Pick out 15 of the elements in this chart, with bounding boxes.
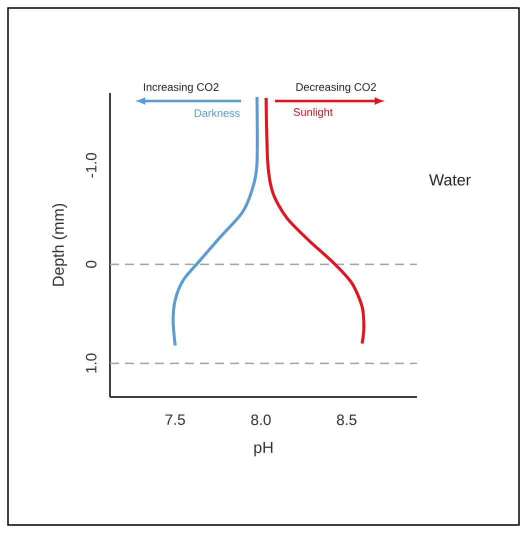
line-series (172, 95, 259, 348)
line-series (264, 96, 366, 346)
series-label: Darkness (194, 108, 240, 118)
x-tick-label: 8.5 (336, 414, 356, 426)
text: Water (429, 174, 471, 186)
x-tick-label: 7.5 (166, 414, 185, 425)
text: Sunlight (294, 108, 333, 118)
annotation: Decreasing CO2 (296, 82, 376, 94)
x-axis-title: pH (254, 442, 272, 456)
x-tick-label: 8.0 (251, 414, 271, 426)
y-tick-label: 0 (86, 260, 96, 268)
annotation: Increasing CO2 (144, 82, 219, 94)
y-tick-label: -1.0 (86, 153, 96, 178)
y-axis-title: Depth (mm) (52, 204, 68, 286)
y-tick-label: 1.0 (86, 354, 96, 373)
